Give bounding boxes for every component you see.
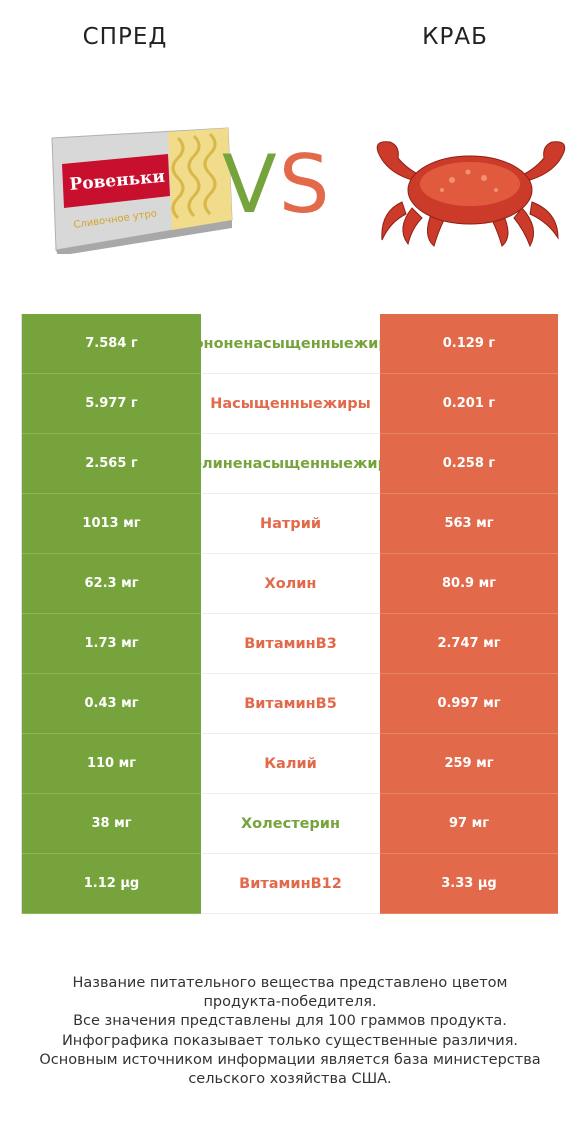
left-value: 38 мг — [22, 794, 201, 854]
crab-image — [376, 141, 566, 248]
nutrient-label: Натрий — [201, 494, 380, 554]
left-value: 1013 мг — [22, 494, 201, 554]
right-value: 0.201 г — [380, 374, 558, 434]
left-value: 1.12 µg — [22, 854, 201, 914]
footer-line: Основным источником информации является … — [39, 1051, 541, 1068]
vs-v: V — [222, 138, 279, 231]
right-value: 2.747 мг — [380, 614, 558, 674]
nutrient-label: Витамин B3 — [201, 614, 380, 674]
right-product-title: КРАБ — [422, 24, 488, 50]
footer-line: Все значения представлены для 100 граммо… — [73, 1013, 507, 1030]
table-row: 1.73 мг Витамин B3 2.747 мг — [22, 614, 558, 674]
left-value: 110 мг — [22, 734, 201, 794]
right-value: 0.129 г — [380, 314, 558, 374]
nutrient-label: Полиненасыщенные жиры — [180, 434, 401, 494]
nutrient-label: Витамин B12 — [201, 854, 380, 914]
right-value: 3.33 µg — [380, 854, 558, 914]
left-value: 1.73 мг — [22, 614, 201, 674]
vs-s: S — [278, 138, 332, 231]
footer-line: Название питательного вещества представл… — [72, 975, 508, 991]
nutrient-label: Мононенасыщенные жиры — [179, 314, 402, 374]
left-value: 62.3 мг — [22, 554, 201, 614]
table-row: 5.977 г Насыщенные жиры 0.201 г — [22, 374, 558, 434]
right-value: 563 мг — [380, 494, 558, 554]
left-value: 2.565 г — [22, 434, 201, 494]
right-value: 259 мг — [380, 734, 558, 794]
nutrient-label: Холестерин — [201, 794, 380, 854]
nutrient-label: Калий — [201, 734, 380, 794]
table-row: 0.43 мг Витамин B5 0.997 мг — [22, 674, 558, 734]
left-product-title: СПРЕД — [82, 24, 168, 50]
table-row: 2.565 г Полиненасыщенные жиры 0.258 г — [22, 434, 558, 494]
left-value: 5.977 г — [22, 374, 201, 434]
left-value: 7.584 г — [22, 314, 201, 374]
spread-package-image: Ровеньки Сливочное утро — [51, 127, 233, 254]
table-row: 62.3 мг Холин 80.9 мг — [22, 554, 558, 614]
footer-line: продукта-победителя. — [203, 994, 377, 1011]
right-value: 80.9 мг — [380, 554, 558, 614]
footer-line: Инфографика показывает только существенн… — [61, 1032, 519, 1049]
comparison-table: 7.584 г Мононенасыщенные жиры 0.129 г 5.977 … — [21, 314, 558, 914]
table-row: 1.12 µg Витамин B12 3.33 µg — [22, 854, 558, 914]
table-row: 1013 мг Натрий 563 мг — [22, 494, 558, 554]
table-row: 110 мг Калий 259 мг — [22, 734, 558, 794]
footer-note: Название питательного вещества представл… — [20, 974, 560, 1089]
nutrient-label: Витамин B5 — [201, 674, 380, 734]
table-row: 7.584 г Мононенасыщенные жиры 0.129 г — [22, 314, 558, 374]
table-row: 38 мг Холестерин 97 мг — [22, 794, 558, 854]
left-value: 0.43 мг — [22, 674, 201, 734]
right-value: 0.258 г — [380, 434, 558, 494]
right-value: 97 мг — [380, 794, 558, 854]
nutrient-label: Холин — [201, 554, 380, 614]
vs-label: VS — [222, 140, 362, 230]
footer-line: сельского хозяйства США. — [188, 1071, 392, 1088]
nutrient-label: Насыщенные жиры — [201, 374, 380, 434]
right-value: 0.997 мг — [380, 674, 558, 734]
